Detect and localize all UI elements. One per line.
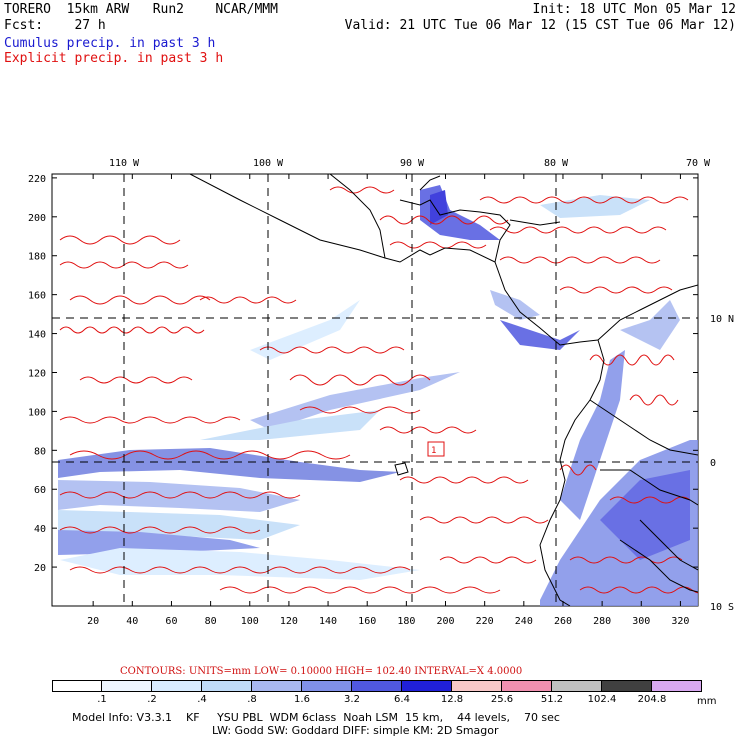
contour-label-box (427, 441, 445, 457)
axis-labels: 20 40 60 80 100 120 140 160 180 200 220 240 260 280 30… (28, 158, 734, 627)
legend-units: mm (697, 696, 717, 707)
legend-swatch (302, 680, 352, 692)
legend-label: 102.4 (587, 694, 617, 705)
x-tick-label: 140 (319, 616, 337, 627)
legend-label: .8 (247, 694, 257, 705)
legend-swatch (602, 680, 652, 692)
lon-label: 70 W (686, 158, 711, 169)
x-tick-label: 160 (358, 616, 376, 627)
y-tick-label: 20 (34, 563, 46, 574)
x-tick-label: 180 (397, 616, 415, 627)
footer-physics: LW: Godd SW: Goddard DIFF: simple KM: 2D… (212, 724, 499, 737)
x-tick-label: 240 (515, 616, 533, 627)
y-tick-label: 100 (28, 407, 46, 418)
y-tick-label: 40 (34, 524, 46, 535)
header-title: TORERO 15km ARW Run2 NCAR/MMM (4, 2, 278, 17)
x-tick-label: 200 (436, 616, 454, 627)
contours-info: CONTOURS: UNITS=mm LOW= 0.10000 HIGH= 10… (120, 666, 523, 677)
graticule (52, 174, 698, 606)
legend-swatch (52, 680, 102, 692)
legend-swatch (252, 680, 302, 692)
cumulus-shading (58, 185, 698, 606)
footer-model-info: Model Info: V3.3.1 KF YSU PBL WDM 6class… (72, 711, 560, 724)
explicit-label: Explicit precip. in past 3 h (4, 51, 224, 66)
legend-swatch (102, 680, 152, 692)
coastlines (189, 174, 698, 606)
legend-label: .1 (97, 694, 107, 705)
legend-swatch (352, 680, 402, 692)
legend-label: 204.8 (637, 694, 667, 705)
y-tick-label: 60 (34, 485, 46, 496)
legend-label: 25.6 (490, 694, 514, 705)
cumulus-label: Cumulus precip. in past 3 h (4, 36, 216, 51)
lat-label: 10 S (710, 602, 734, 613)
legend-swatch (652, 680, 702, 692)
x-tick-label: 300 (632, 616, 650, 627)
y-tick-label: 140 (28, 330, 46, 341)
y-tick-label: 120 (28, 368, 46, 379)
header-fcst: Fcst: 27 h (4, 18, 106, 33)
header-init: Init: 18 UTC Mon 05 Mar 12 (532, 2, 737, 17)
x-tick-label: 40 (126, 616, 138, 627)
legend-label: 1.6 (294, 694, 310, 705)
legend-label: 51.2 (540, 694, 564, 705)
lon-label: 110 W (109, 158, 140, 169)
legend-label: 6.4 (394, 694, 410, 705)
header-valid: Valid: 21 UTC Tue 06 Mar 12 (15 CST Tue … (344, 18, 736, 33)
lon-label: 90 W (400, 158, 425, 169)
legend-swatch (152, 680, 202, 692)
y-tick-label: 200 (28, 213, 46, 224)
lat-label: 10 N (710, 314, 734, 325)
x-tick-label: 60 (165, 616, 177, 627)
legend-label: .4 (197, 694, 207, 705)
legend-label: .2 (147, 694, 157, 705)
x-tick-label: 100 (241, 616, 259, 627)
lon-label: 100 W (253, 158, 284, 169)
y-tick-label: 80 (34, 446, 46, 457)
x-tick-label: 280 (593, 616, 611, 627)
axis-ticks (52, 174, 698, 606)
legend-swatch (502, 680, 552, 692)
legend-label: 12.8 (440, 694, 464, 705)
x-tick-label: 20 (87, 616, 99, 627)
legend-swatch (452, 680, 502, 692)
y-tick-label: 220 (28, 174, 46, 185)
x-tick-label: 260 (554, 616, 572, 627)
x-tick-label: 120 (280, 616, 298, 627)
legend-swatch (552, 680, 602, 692)
legend-label: 3.2 (344, 694, 360, 705)
x-tick-label: 320 (671, 616, 689, 627)
legend-swatch (202, 680, 252, 692)
x-tick-label: 220 (476, 616, 494, 627)
lat-label: 0 (710, 458, 716, 469)
x-tick-label: 80 (205, 616, 217, 627)
y-tick-label: 180 (28, 252, 46, 263)
legend-swatch (402, 680, 452, 692)
y-tick-label: 160 (28, 291, 46, 302)
lon-label: 80 W (544, 158, 569, 169)
contour-label: 1 (431, 446, 436, 456)
